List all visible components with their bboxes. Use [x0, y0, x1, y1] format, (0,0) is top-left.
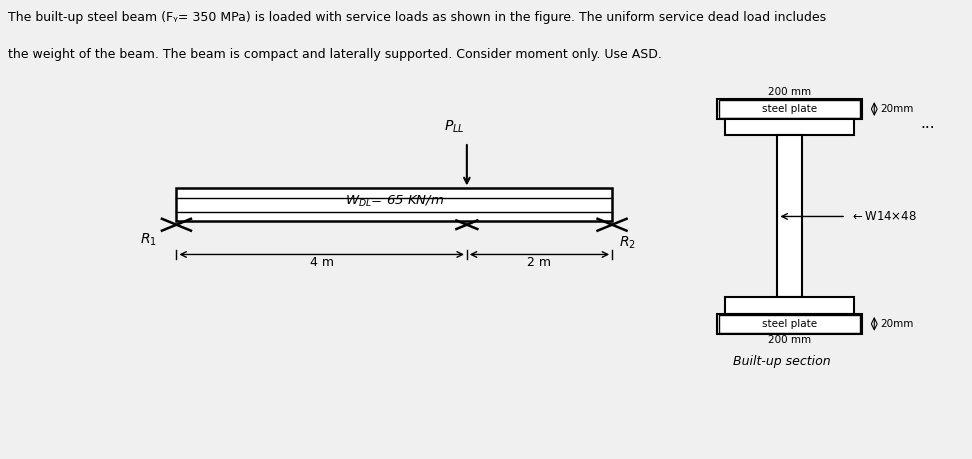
Text: ...: ... — [920, 116, 935, 131]
Text: 20mm: 20mm — [881, 319, 914, 329]
Bar — [725, 297, 854, 314]
Text: The built-up steel beam (Fᵧ= 350 MPa) is loaded with service loads as shown in t: The built-up steel beam (Fᵧ= 350 MPa) is… — [8, 11, 826, 24]
Bar — [778, 135, 802, 297]
Bar — [717, 314, 862, 334]
Bar — [717, 99, 862, 119]
Text: 4 m: 4 m — [310, 256, 333, 269]
Text: $\leftarrow$W14$\times$48: $\leftarrow$W14$\times$48 — [850, 210, 917, 223]
Text: the weight of the beam. The beam is compact and laterally supported. Consider mo: the weight of the beam. The beam is comp… — [8, 48, 662, 61]
Text: $P_{LL}$: $P_{LL}$ — [444, 119, 465, 135]
Text: 200 mm: 200 mm — [768, 88, 811, 97]
Text: 2 m: 2 m — [528, 256, 551, 269]
Text: $W_{DL}$= 65 KN/m: $W_{DL}$= 65 KN/m — [345, 194, 444, 209]
Text: Built-up section: Built-up section — [733, 355, 830, 368]
Text: $R_2$: $R_2$ — [618, 235, 636, 251]
Text: $R_1$: $R_1$ — [140, 231, 157, 248]
Bar — [719, 100, 860, 118]
Text: 200 mm: 200 mm — [768, 336, 811, 346]
Text: steel plate: steel plate — [762, 319, 817, 329]
Bar — [725, 119, 854, 135]
Bar — [719, 315, 860, 333]
Text: steel plate: steel plate — [762, 104, 817, 114]
Text: 20mm: 20mm — [881, 104, 914, 114]
Bar — [177, 188, 612, 221]
